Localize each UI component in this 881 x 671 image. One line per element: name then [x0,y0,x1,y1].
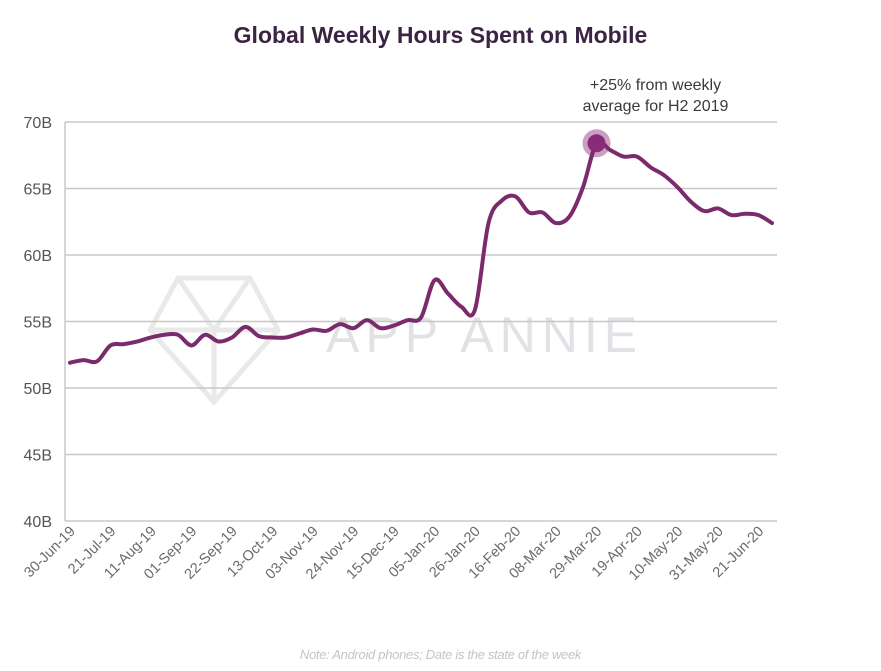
series-line [68,139,774,365]
chart-note: Note: Android phones; Date is the state … [299,647,582,662]
y-tick-label: 65B [24,182,52,199]
y-tick-label: 45B [24,448,52,465]
annotation-line-2: average for H2 2019 [583,98,729,115]
watermark-logo [146,275,282,406]
y-tick-label: 40B [24,514,52,531]
chart-title: Global Weekly Hours Spent on Mobile [233,22,648,48]
y-tick-label: 60B [24,248,52,265]
annotation-line-1: +25% from weekly [590,77,721,94]
y-tick-label: 55B [24,315,52,332]
watermark-text: APP ANNIE [326,307,643,363]
diamond-icon [146,275,282,406]
y-tick-label: 70B [24,115,52,132]
y-tick-label: 50B [24,381,52,398]
peak-marker [587,134,606,153]
